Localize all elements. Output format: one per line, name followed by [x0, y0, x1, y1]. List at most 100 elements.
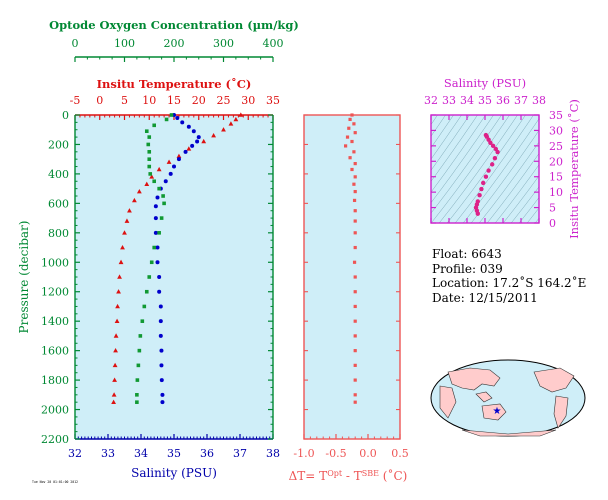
- optode-oxygen-concentration-point: [161, 194, 165, 198]
- salinity-point: [158, 319, 163, 324]
- optode-oxygen-concentration-point: [144, 289, 149, 294]
- insitu-temperature-point: [228, 121, 234, 126]
- pressure-tick-label: 200: [48, 138, 69, 151]
- insitu-temperature-point: [122, 230, 127, 235]
- optode-oxygen-concentration-point: [147, 135, 152, 139]
- insitu-temperature-point: [116, 289, 121, 294]
- delta-t-point: [344, 144, 348, 148]
- temperature-axis-tick-label: 35: [266, 94, 280, 107]
- ts-salinity-tick-label: 32: [424, 94, 438, 107]
- ts-temperature-tick-label: 5: [549, 202, 556, 215]
- pressure-tick-label: 0: [62, 109, 69, 122]
- salinity-point: [180, 120, 185, 125]
- optode-oxygen-concentration-point: [138, 334, 143, 338]
- salinity-axis-tick-label: 33: [101, 447, 115, 460]
- ts-temperature-tick-label: 25: [549, 140, 563, 153]
- salinity-point: [183, 149, 188, 154]
- optode-oxygen-concentration-point: [149, 260, 154, 265]
- ts-point: [477, 193, 482, 198]
- optode-oxygen-concentration-point: [147, 164, 152, 169]
- delta-t-point: [352, 198, 357, 203]
- isopycnal-line: [431, 115, 454, 149]
- isopycnal-line: [534, 217, 539, 223]
- oxygen-axis-tick-label: 300: [213, 37, 234, 50]
- optode-oxygen-concentration-point: [142, 304, 147, 309]
- delta-t-point: [348, 156, 352, 160]
- salinity-point: [158, 304, 163, 309]
- isopycnal-line: [470, 130, 539, 223]
- map-landmasses: [439, 367, 575, 437]
- optode-oxygen-concentration-point: [137, 348, 142, 353]
- delta-t-point: [352, 122, 356, 126]
- ts-salinity-tick-label: 35: [478, 94, 492, 107]
- map-africa: [439, 385, 457, 419]
- delta-t-tick-label: -1.0: [293, 447, 314, 460]
- delta-t-point: [350, 139, 354, 144]
- isopycnal-line: [431, 115, 510, 223]
- optode-oxygen-concentration-point: [147, 275, 152, 279]
- optode-oxygen-concentration-point: [135, 400, 139, 404]
- temperature-axis-tick-label: 25: [217, 94, 231, 107]
- salinity-point: [159, 378, 164, 383]
- pressure-tick-label: 1600: [41, 345, 69, 358]
- optode-oxygen-concentration-point: [162, 201, 166, 206]
- oxygen-axis-tick-label: 0: [72, 37, 79, 50]
- insitu-temperature-point: [144, 181, 150, 187]
- optode-oxygen-concentration-point: [169, 113, 174, 117]
- optode-oxygen-concentration-point: [159, 216, 164, 220]
- optode-oxygen-concentration-point: [152, 245, 156, 250]
- isopycnal-line: [438, 115, 518, 223]
- insitu-temperature-point: [117, 274, 122, 279]
- delta-t-point: [353, 245, 357, 250]
- main-plot-background: [75, 115, 273, 439]
- delta-t-point: [353, 275, 357, 279]
- isopycnal-line: [431, 115, 502, 214]
- float-id: Float: 6643: [432, 247, 502, 261]
- optode-oxygen-concentration-point: [146, 142, 151, 147]
- optode-oxygen-concentration-point: [135, 393, 139, 397]
- ts-point: [475, 199, 480, 204]
- insitu-temperature-point: [166, 159, 172, 164]
- salinity-point: [157, 275, 162, 279]
- map-antarctica: [461, 429, 557, 437]
- ts-temperature-tick-label: 30: [549, 124, 563, 137]
- ts-diagram-panel: 32 33 34 35 36 37 38 0 5 10 15 20 25 30 35 Salinity (P…: [424, 76, 581, 239]
- ts-point: [483, 132, 489, 138]
- isopycnal-line: [431, 115, 470, 171]
- delta-t-point: [353, 319, 357, 323]
- insitu-temperature-point: [186, 146, 192, 151]
- ts-temperature-tick-label: 15: [549, 171, 563, 184]
- ts-point: [490, 162, 495, 167]
- pressure-tick-label: 400: [48, 168, 69, 181]
- insitu-temperature-point: [132, 197, 137, 203]
- salinity-point: [176, 157, 181, 162]
- optode-oxygen-concentration-point: [157, 231, 161, 235]
- optode-oxygen-concentration-point: [147, 150, 152, 154]
- ts-temperature-tick-label: 10: [549, 186, 563, 199]
- delta-t-point: [353, 175, 357, 179]
- isopycnal-line: [502, 175, 539, 223]
- ts-salinity-tick-label: 33: [442, 94, 456, 107]
- delta-t-point: [353, 393, 357, 397]
- delta-t-point: [353, 209, 357, 213]
- delta-t-point: [348, 117, 352, 122]
- isopycnal-line: [462, 118, 539, 223]
- salinity-axis-tick-label: 37: [233, 447, 247, 460]
- map-southeast-asia: [475, 391, 493, 403]
- delta-t-point: [353, 131, 357, 135]
- salinity-point: [196, 135, 201, 140]
- insitu-temperature-point: [113, 333, 119, 338]
- salinity-axis-title: Salinity (PSU): [131, 466, 217, 480]
- insitu-temperature-point: [118, 259, 124, 265]
- salinity-point: [191, 129, 196, 134]
- optode-oxygen-concentration-point: [144, 129, 149, 133]
- oxygen-axis-title: Optode Oxygen Concentration (µm/kg): [49, 18, 299, 32]
- profile-id: Profile: 039: [432, 261, 503, 276]
- salinity-point: [159, 363, 164, 368]
- insitu-temperature-point: [221, 127, 226, 132]
- map-asia: [447, 367, 501, 391]
- insitu-temperature-point: [112, 362, 118, 368]
- delta-t-point: [353, 189, 357, 194]
- delta-t-point: [353, 363, 357, 367]
